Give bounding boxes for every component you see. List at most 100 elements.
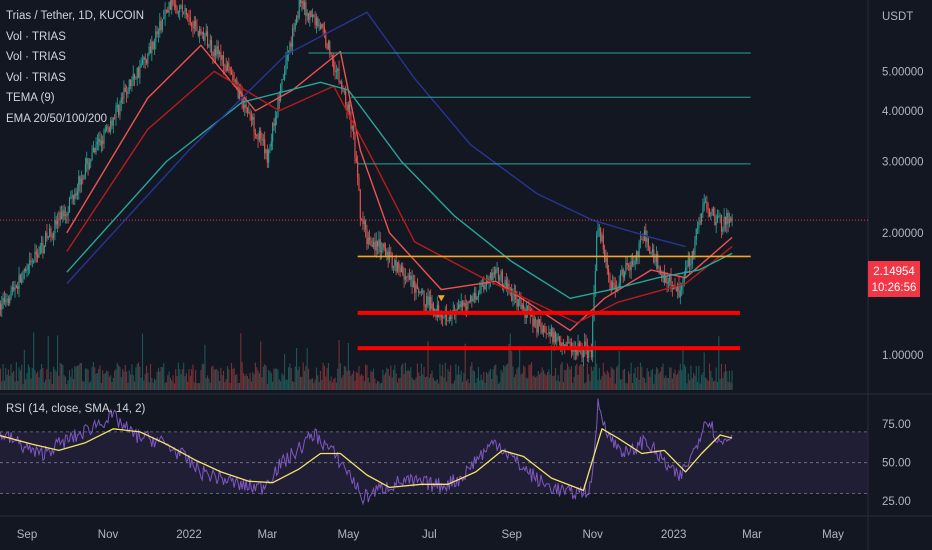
candle-body [507,283,509,290]
volume-bar [140,377,142,390]
volume-bar [66,383,68,390]
candle-body [699,221,701,223]
candle-body [697,227,699,229]
candle-body [608,269,610,275]
candle-body [335,70,337,73]
volume-bar [633,373,635,390]
candle-body [468,301,470,303]
volume-bar [252,372,254,390]
volume-bar [244,375,246,390]
volume-bar [597,380,599,390]
candle-body [407,275,409,277]
symbol-title[interactable]: Trias / Tether, 1D, KUCOIN [6,10,145,22]
candle-body [582,349,584,358]
rsi-axis[interactable]: 75.00 50.00 25.00 [882,419,911,508]
candle-body [702,204,704,214]
volume-bar [334,377,336,390]
candle-body [584,341,586,350]
volume-bar [63,375,65,390]
candle-body [520,297,522,309]
candle-body [256,134,258,136]
candle-body [724,216,727,225]
candle-body [317,18,319,27]
volume-bar [447,369,449,390]
volume-bar [412,379,414,390]
volume-bar [64,376,67,390]
ema-line [66,11,686,285]
candle-body [87,158,89,170]
candle-body [623,271,626,278]
candle-body [537,319,539,333]
candle-body [246,107,248,113]
candle-body [431,303,433,309]
volume-bar [176,375,178,390]
candle-body [282,79,284,80]
indicator-vol-3[interactable]: Vol · TRIAS [6,71,66,84]
time-tick-label: Nov [582,529,603,541]
volume-bar [420,363,422,390]
volume-bar [269,371,271,390]
candle-body [419,291,421,293]
candle-body [306,13,308,16]
candle-body [326,45,328,49]
price-axis[interactable]: USDT 5.00000 4.00000 3.00000 2.00000 1.00000 [882,11,924,362]
volume-bar [345,366,347,390]
ema-line [66,81,733,299]
candle-body [422,291,424,292]
candle-body [80,178,82,185]
volume-bar [662,363,664,390]
volume-bar [694,375,696,390]
volume-bar [589,381,591,390]
candle-body [108,128,110,132]
volume-bar [343,365,345,390]
volume-bar [501,372,503,390]
candle-body [710,212,712,217]
candle-body [213,49,215,57]
volume-bar [303,370,306,390]
candle-body [176,7,178,13]
volume-bar [342,375,344,390]
candle-body [337,68,339,71]
volume-bar [25,379,27,390]
candle-body [588,351,590,359]
volume-bar [654,374,656,390]
candle-body [641,239,643,241]
volume-bar [311,378,314,390]
volume-bar [620,379,622,390]
volume-bar [432,377,434,390]
indicator-vol-1[interactable]: Vol · TRIAS [6,30,66,43]
volume-bar [391,377,393,390]
volume-bar [702,372,704,390]
candle-body [516,298,518,307]
candle-body [68,198,71,212]
candle-body [64,214,67,217]
volume-bar [6,374,8,390]
candle-body [483,284,485,290]
rsi-legend[interactable]: RSI (14, close, SMA, 14, 2) [6,403,146,415]
time-axis[interactable]: Sep Nov 2022 Mar May Jul Sep Nov 2023 Mar May [17,529,844,541]
candle-body [31,261,33,262]
indicator-vol-2[interactable]: Vol · TRIAS [6,51,66,63]
time-tick-label: 2022 [176,529,202,541]
candle-body [116,105,118,107]
volume-bar [552,376,554,390]
candle-body [260,130,262,139]
volume-bar [497,383,499,390]
candle-body [539,319,541,325]
volume-bar [524,367,526,390]
candle-body [694,240,696,255]
indicator-ema[interactable]: EMA 20/50/100/200 [6,112,108,125]
volume-bar [533,375,535,390]
candle-body [74,193,76,200]
candle-body [562,342,565,345]
volume-bar [431,370,433,390]
volume-bar [631,382,634,390]
volume-bar [379,383,381,390]
indicator-tema[interactable]: TEMA (9) [6,92,55,104]
volume-bar [62,364,64,390]
candle-body [305,2,307,16]
candle-body [569,342,571,344]
candle-body [597,229,599,236]
volume-bar [126,371,128,390]
